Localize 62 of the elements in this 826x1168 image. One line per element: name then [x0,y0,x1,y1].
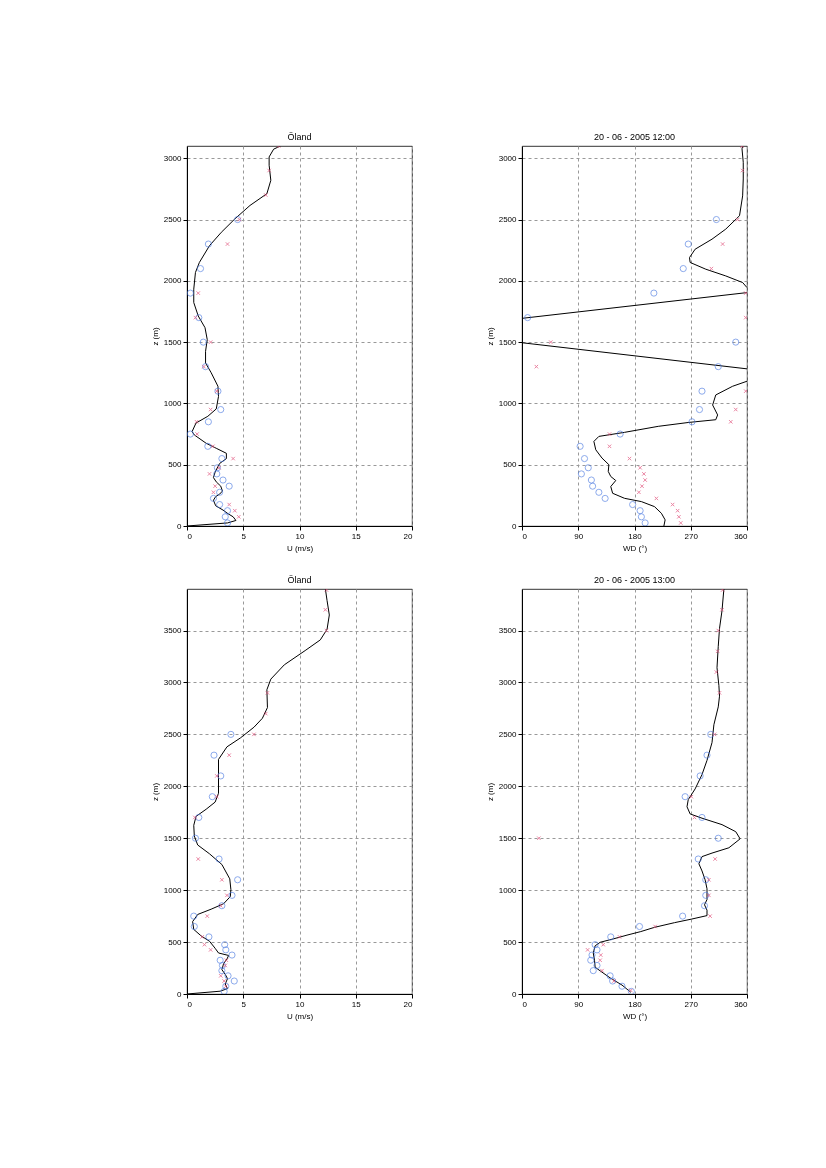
x-tick-label: 0 [187,999,193,1009]
x-tick-label: 360 [734,999,749,1009]
y-tick-label: 1500 [163,337,183,347]
y-tick-label: 2000 [163,276,183,286]
y-tick-label: 500 [503,460,518,470]
x-tick-label: 270 [684,999,699,1009]
y-tick-label: 2000 [498,276,518,286]
x-tick-label: 5 [241,531,247,541]
x-tick-label: 90 [574,999,584,1009]
x-tick-label: 5 [241,999,247,1009]
y-tick-label: 1000 [163,398,183,408]
y-tick-label: 500 [168,460,183,470]
y-tick-label: 500 [168,937,183,947]
x-tick-label: 180 [628,531,643,541]
y-tick-label: 0 [512,989,518,999]
x-tick-label: 0 [187,531,193,541]
y-tick-label: 3000 [163,677,183,687]
x-tick-label: 360 [734,531,749,541]
y-tick-label: 1500 [163,833,183,843]
x-axis-title: WD (°) [622,543,648,553]
x-tick-label: 180 [628,999,643,1009]
y-tick-label: 2000 [163,781,183,791]
y-tick-label: 1000 [163,885,183,895]
y-axis-title: z (m) [150,782,160,802]
y-tick-label: 0 [177,989,183,999]
x-tick-label: 15 [351,531,362,541]
x-tick-label: 0 [522,531,528,541]
chart-title: Öland [287,575,312,585]
y-tick-label: 2500 [498,729,518,739]
y-tick-label: 3000 [163,153,183,163]
y-tick-label: 2000 [498,781,518,791]
y-tick-label: 500 [503,937,518,947]
y-axis-title: z (m) [485,327,495,346]
y-axis-title: z (m) [150,327,160,346]
y-tick-label: 0 [177,521,183,531]
y-tick-label: 1500 [498,337,518,347]
x-tick-label: 0 [522,999,528,1009]
x-tick-label: 15 [351,999,362,1009]
x-tick-label: 20 [403,999,414,1009]
x-axis-title: U (m/s) [286,543,314,553]
y-tick-label: 2500 [498,215,518,225]
x-tick-label: 10 [295,999,305,1009]
y-tick-label: 1000 [498,885,518,895]
y-tick-label: 3500 [163,626,183,636]
y-tick-label: 2500 [163,215,183,225]
x-tick-label: 10 [295,531,305,541]
x-axis-title: U (m/s) [286,1011,314,1021]
y-tick-label: 3000 [498,677,518,687]
x-tick-label: 270 [684,531,699,541]
chart-title: Öland [287,132,312,142]
x-tick-label: 90 [574,531,584,541]
x-axis-title: WD (°) [622,1011,648,1021]
y-tick-label: 1500 [498,833,518,843]
y-tick-label: 1000 [498,398,518,408]
x-tick-label: 20 [403,531,414,541]
y-tick-label: 3000 [498,153,518,163]
y-tick-label: 2500 [163,729,183,739]
chart-title: 20 - 06 - 2005 12:00 [593,132,676,142]
y-tick-label: 0 [512,521,518,531]
y-axis-title: z (m) [485,782,495,802]
y-tick-label: 3500 [498,626,518,636]
chart-title: 20 - 06 - 2005 13:00 [593,575,676,585]
